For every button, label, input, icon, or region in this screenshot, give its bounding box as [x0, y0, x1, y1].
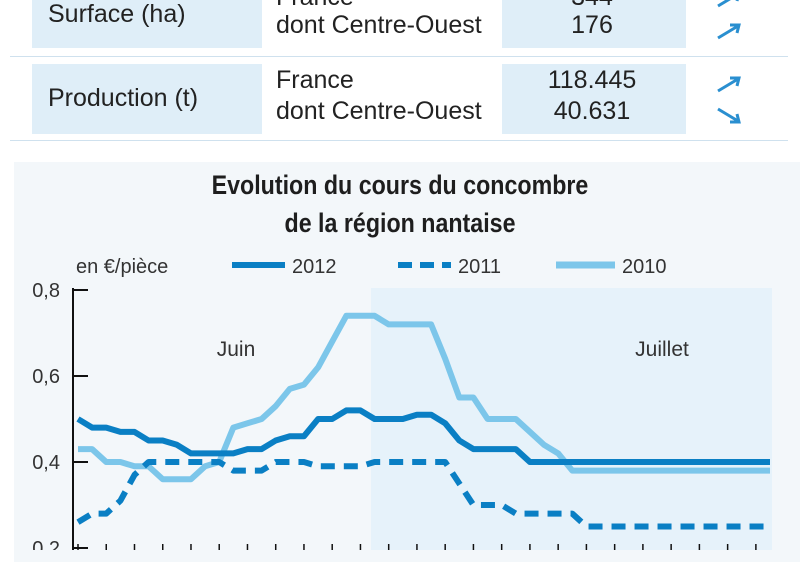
month-label-juin: Juin [217, 338, 256, 361]
row-value-1: 344 [502, 0, 682, 11]
table-divider [10, 56, 788, 57]
row-value-1: 118.445 [547, 66, 637, 94]
trend-up-icon [717, 0, 739, 8]
row-value-cell [502, 0, 686, 48]
y-tick-label: 0,2 [32, 538, 60, 550]
row-line-1: France [276, 66, 354, 94]
chart-title-line-1: Evolution du cours du concombre [211, 170, 589, 200]
y-tick-label: 0,8 [32, 280, 60, 302]
unit-label: en €/pièce [76, 256, 168, 278]
trend-down-icon [717, 107, 741, 124]
y-tick-label: 0,6 [32, 366, 60, 388]
row-label: Production (t) [48, 84, 199, 112]
chart-title-line-2: de la région nantaise [284, 208, 516, 238]
legend-2012-label: 2012 [292, 256, 337, 278]
legend-2011-label: 2011 [458, 256, 501, 278]
series-2012-line [76, 407, 770, 465]
series-2011-line [76, 459, 770, 530]
row-label-cell [32, 64, 262, 134]
row-value-2: 40.631 [553, 97, 631, 125]
series-2010-line [78, 312, 770, 483]
line-chart: en €/pièce 2012 2011 2010 0,8 0,6 0,4 0,2 J… [32, 256, 772, 550]
row-label-cell [32, 0, 262, 48]
y-tick-label: 0,4 [32, 452, 60, 474]
table-divider [10, 140, 788, 141]
row-label: Surface (ha) [48, 0, 186, 28]
row-line-1: France [276, 0, 354, 11]
trend-up-icon [717, 76, 741, 93]
row-value-2: 176 [571, 11, 613, 39]
row-value-cell [502, 64, 686, 134]
row-line-2: dont Centre-Ouest [276, 97, 482, 125]
row-line-2: dont Centre-Ouest [276, 11, 482, 39]
trend-up-icon [717, 23, 741, 40]
month-label-juillet: Juillet [635, 338, 689, 361]
legend-2010-label: 2010 [622, 256, 667, 278]
